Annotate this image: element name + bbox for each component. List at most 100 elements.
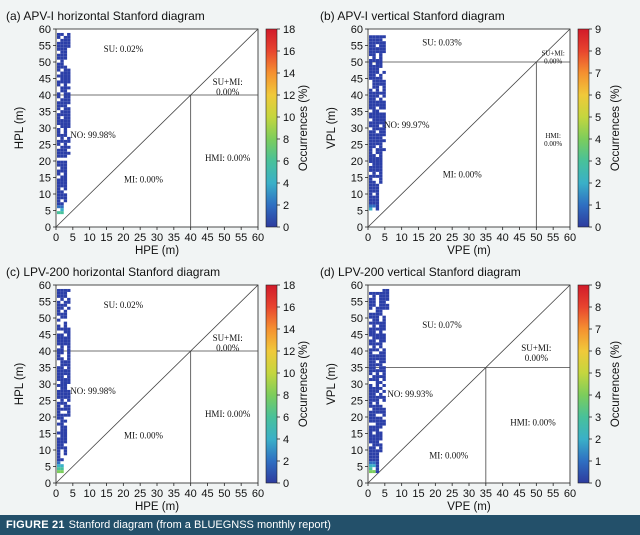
y-tick-label: 5 (45, 462, 51, 474)
data-cell (369, 366, 373, 370)
data-cell (379, 449, 383, 453)
data-cell (57, 401, 61, 405)
data-cell (379, 154, 383, 158)
data-cell (372, 363, 376, 367)
region-label: SU: 0.02% (104, 300, 144, 310)
data-cell (382, 79, 386, 83)
data-cell (63, 77, 68, 81)
data-cell (375, 389, 380, 393)
data-cell (382, 419, 386, 423)
data-cell (375, 440, 380, 444)
data-cell (60, 470, 64, 474)
colorbar (265, 28, 278, 228)
data-cell (379, 115, 383, 119)
colorbar-tick-label: 4 (595, 390, 601, 402)
data-cell (63, 110, 68, 114)
data-cell (369, 73, 373, 77)
data-cell (372, 82, 376, 86)
data-cell (57, 62, 61, 66)
data-cell (379, 297, 383, 301)
data-cell (382, 372, 386, 376)
data-cell (67, 336, 71, 340)
x-tick-label: 30 (463, 488, 475, 500)
y-tick-label: 0 (357, 478, 363, 490)
data-cell (379, 312, 383, 316)
data-cell (369, 303, 373, 307)
data-cell (379, 139, 383, 143)
data-cell (63, 401, 68, 405)
data-cell (379, 38, 383, 42)
chart-panel-3: (c) LPV-200 horizontal Stanford diagram 0… (6, 265, 310, 513)
x-tick-label: 5 (70, 232, 76, 244)
x-tick-label: 10 (396, 488, 408, 500)
data-cell (382, 115, 386, 119)
data-cell (379, 133, 383, 137)
data-cell (375, 384, 380, 387)
data-cell (369, 180, 373, 184)
data-cell (369, 183, 373, 187)
data-cell (379, 395, 383, 399)
data-cell (60, 74, 64, 78)
data-cell (369, 348, 373, 352)
y-tick-label: 60 (39, 280, 51, 292)
data-cell (369, 455, 373, 459)
data-cell (57, 83, 61, 87)
x-tick-label: 30 (463, 232, 475, 244)
data-cell (57, 181, 61, 185)
data-cell (63, 425, 68, 429)
data-cell (57, 351, 61, 355)
data-cell (369, 53, 373, 57)
data-cell (60, 327, 64, 331)
data-cell (379, 76, 383, 80)
data-cell (60, 303, 64, 307)
data-cell (57, 431, 61, 435)
data-cell (67, 381, 71, 384)
data-cell (63, 148, 68, 152)
data-cell (60, 467, 64, 471)
data-cell (67, 357, 71, 361)
data-cell (67, 139, 71, 143)
data-cell (60, 101, 64, 105)
data-cell (375, 79, 380, 83)
y-tick-label: 50 (39, 57, 51, 69)
x-tick-label: 20 (429, 488, 441, 500)
data-cell (372, 443, 376, 447)
x-tick-label: 30 (151, 232, 163, 244)
data-cell (372, 440, 376, 444)
data-cell (60, 437, 64, 441)
data-cell (60, 133, 64, 137)
data-cell (60, 71, 64, 75)
data-cell (63, 80, 68, 84)
diagonal-line (55, 28, 259, 228)
data-cell (372, 145, 376, 149)
data-cell (372, 85, 376, 89)
data-cell (63, 428, 68, 432)
data-cell (60, 148, 64, 152)
data-cell (57, 449, 61, 453)
data-cell (57, 404, 61, 408)
data-cell (372, 174, 376, 178)
data-cell (379, 437, 383, 441)
data-cell (372, 419, 376, 423)
data-cell (369, 207, 373, 211)
data-cell (375, 443, 380, 447)
data-cell (57, 354, 61, 358)
data-cell (385, 306, 390, 310)
colorbar-tick-label: 6 (283, 412, 289, 424)
data-cell (372, 160, 376, 163)
colorbar (265, 284, 278, 484)
data-cell (63, 101, 68, 105)
data-cell (369, 306, 373, 310)
y-tick-label: 20 (39, 156, 51, 168)
data-cell (63, 178, 68, 182)
data-cell (67, 306, 71, 310)
data-cell (57, 41, 61, 45)
x-tick-label: 45 (513, 232, 525, 244)
data-cell (382, 130, 386, 134)
data-cell (379, 407, 383, 411)
data-cell (375, 327, 380, 331)
data-cell (375, 369, 380, 373)
data-cell (369, 300, 373, 304)
data-cell (369, 413, 373, 417)
data-cell (375, 207, 380, 211)
